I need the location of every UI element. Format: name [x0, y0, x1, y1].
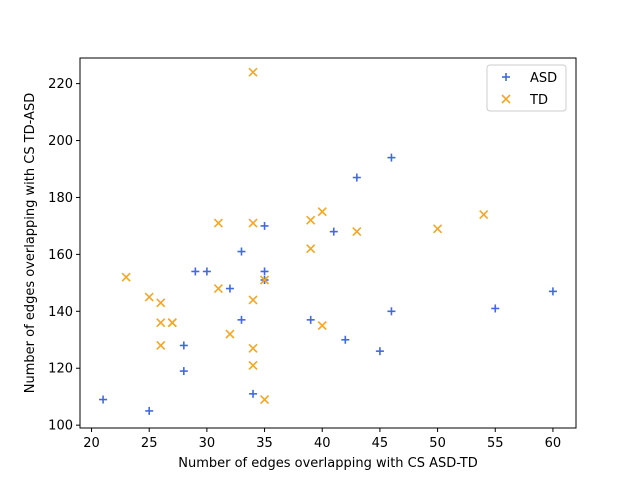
asd-point	[179, 367, 188, 376]
asd-point	[387, 307, 396, 316]
x-axis-label: Number of edges overlapping with CS ASD-…	[178, 456, 478, 471]
plot-frame	[79, 57, 577, 429]
x-axis-ticks: 20 25 30 35 40 45 50 55 60	[83, 428, 561, 451]
td-point	[248, 360, 258, 370]
td-point	[156, 340, 166, 351]
x-tick-label: 30	[199, 436, 216, 451]
asd-point	[179, 341, 188, 350]
y-tick-label: 220	[48, 77, 73, 92]
td-point	[121, 272, 131, 282]
asd-point	[237, 315, 246, 324]
y-axis-label: Number of edges overlapping with CS TD-A…	[23, 93, 38, 393]
asd-point	[202, 267, 211, 276]
td-point	[433, 224, 443, 234]
legend: ASD TD	[486, 64, 567, 112]
td-point	[479, 209, 489, 220]
y-tick-label: 180	[48, 191, 73, 206]
asd-point	[99, 395, 108, 404]
asd-point	[491, 304, 500, 313]
td-point	[259, 394, 270, 405]
asd-point	[352, 173, 361, 182]
td-point	[156, 318, 166, 328]
x-tick-label: 55	[487, 436, 504, 451]
legend-marker-asd	[502, 73, 510, 81]
legend-label-td: TD	[529, 93, 548, 108]
td-point	[248, 67, 258, 77]
asd-point	[237, 247, 246, 256]
asd-point	[225, 284, 234, 293]
asd-point	[260, 221, 269, 230]
asd-point	[191, 267, 200, 276]
td-point	[248, 343, 258, 353]
asd-point	[145, 406, 154, 415]
td-point	[306, 244, 316, 254]
y-tick-label: 140	[48, 305, 73, 320]
y-tick-label: 200	[48, 134, 73, 149]
x-tick-label: 40	[314, 436, 331, 451]
td-point	[213, 218, 223, 228]
td-point	[225, 329, 235, 339]
y-tick-label: 160	[48, 248, 73, 263]
x-tick-label: 60	[545, 436, 562, 451]
td-point	[248, 218, 258, 228]
asd-point	[249, 389, 258, 398]
td-point	[259, 275, 270, 285]
asd-point	[375, 347, 384, 356]
td-point	[306, 215, 316, 225]
y-tick-label: 120	[48, 362, 73, 377]
td-point	[144, 292, 154, 302]
asd-point	[260, 267, 269, 276]
x-tick-label: 45	[372, 436, 389, 451]
asd-point	[387, 153, 396, 162]
asd-point	[306, 315, 315, 324]
y-axis-ticks: 100 120 140 160 180 200 220	[48, 77, 80, 434]
legend-marker-td	[501, 94, 511, 104]
y-tick-label: 100	[48, 419, 73, 434]
asd-point	[341, 335, 350, 344]
td-point	[167, 318, 177, 328]
x-tick-label: 20	[83, 436, 100, 451]
x-tick-label: 25	[141, 436, 158, 451]
asd-point	[548, 287, 557, 296]
asd-point	[329, 227, 338, 236]
plot-marks	[99, 67, 557, 415]
td-point	[248, 295, 258, 305]
td-point	[317, 207, 327, 217]
td-point	[156, 298, 166, 308]
x-tick-label: 35	[256, 436, 273, 451]
x-tick-label: 50	[429, 436, 446, 451]
td-point	[352, 227, 362, 237]
td-point	[317, 320, 327, 331]
legend-label-asd: ASD	[530, 71, 557, 86]
td-point	[213, 283, 223, 294]
